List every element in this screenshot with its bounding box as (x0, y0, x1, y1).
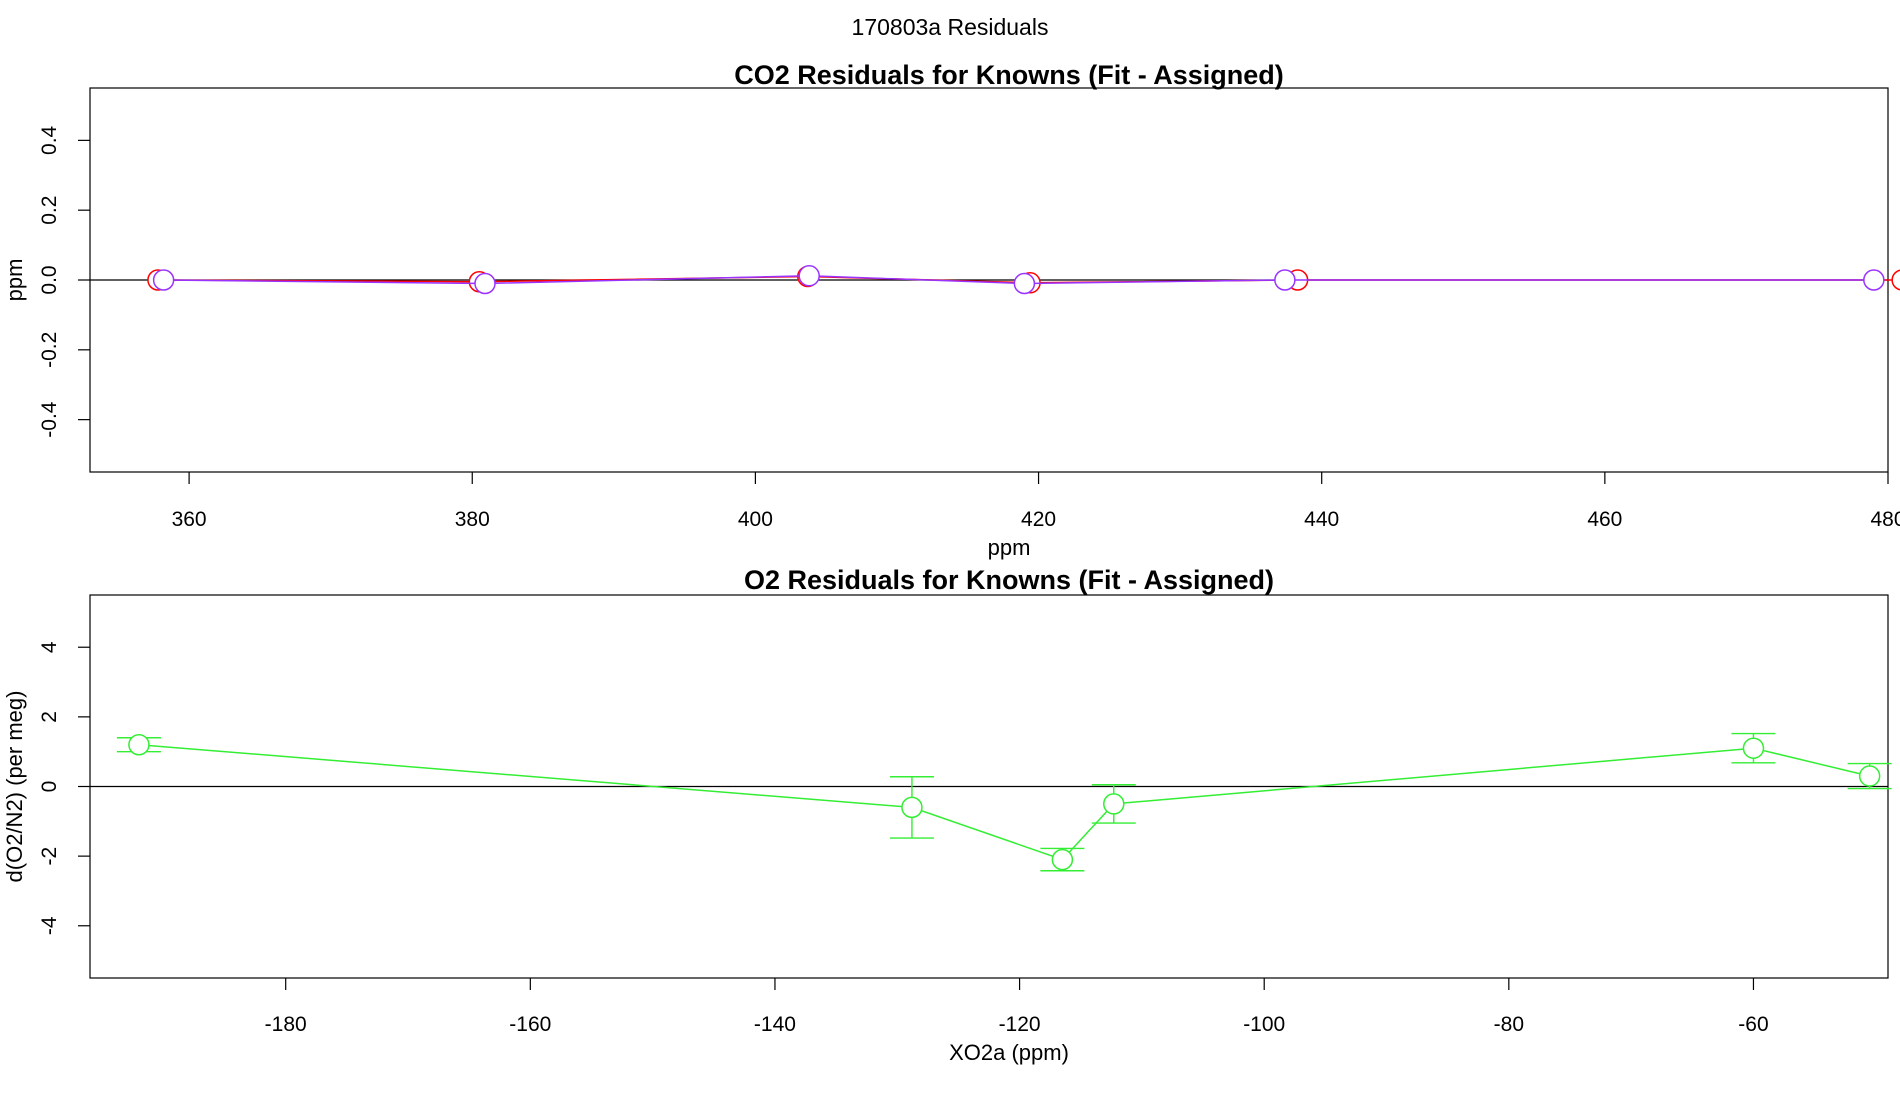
plot1-series-purple-point (152, 269, 175, 291)
plot1-x-tick-label: 440 (1304, 508, 1339, 531)
plot1-y-tick-label: 0.2 (38, 196, 61, 225)
plot1-title: CO2 Residuals for Knowns (Fit - Assigned… (734, 60, 1284, 90)
plot2-series-green-point (1103, 793, 1125, 815)
plot2-y-tick-label: 4 (38, 641, 61, 653)
plot2-y-tick-label: 0 (38, 781, 61, 793)
plot2-x-tick-label: -80 (1494, 1013, 1524, 1036)
plot2-x-tick-label: -120 (999, 1013, 1041, 1036)
plot2-series-green-point (1742, 737, 1765, 759)
plot2-title: O2 Residuals for Knowns (Fit - Assigned) (744, 565, 1274, 595)
plot1-x-tick-label: 460 (1587, 508, 1622, 531)
plot1-series-purple-point (798, 265, 820, 287)
plot2-x-tick-label: -100 (1243, 1013, 1285, 1036)
plot2-x-axis-label: XO2a (ppm) (949, 1040, 1069, 1065)
plot1-y-tick-label: -0.2 (38, 332, 61, 368)
plot1-series-purple-line (163, 275, 1874, 285)
plot2-x-tick-label: -60 (1738, 1013, 1768, 1036)
plot1-y-tick-label: 0.4 (38, 125, 61, 155)
plot1-x-axis-label: ppm (988, 535, 1031, 560)
plot1-y-tick-label: 0.0 (38, 265, 61, 294)
plot1-x-tick-label: 380 (455, 508, 490, 531)
plot1-x-tick-label: 480 (1870, 508, 1900, 531)
figure-suptitle: 170803a Residuals (851, 14, 1049, 40)
plot1-y-axis-label: ppm (2, 259, 27, 302)
plot2-series-green-point (901, 796, 923, 819)
plot1-x-tick-label: 420 (1021, 508, 1056, 531)
plot1-y-tick-label: -0.4 (38, 401, 61, 438)
plot2-series-green-line (138, 743, 1870, 861)
plot1-series-purple-point (1863, 269, 1885, 291)
plot2-y-tick-label: -2 (38, 847, 61, 866)
plot1-series-red-point (1891, 269, 1900, 291)
plot2-series-green-point (1051, 848, 1074, 871)
plot2-series-green-point (128, 733, 150, 756)
plot1-series-purple-point (1274, 269, 1296, 291)
plot1-series-purple-point (474, 272, 496, 295)
plot1-x-tick-label: 400 (738, 508, 773, 531)
plot2-x-tick-label: -140 (754, 1013, 796, 1036)
plot2-x-tick-label: -180 (265, 1013, 307, 1036)
plot2-y-axis-label: d(O2/N2) (per meg) (2, 691, 27, 883)
plot2-y-tick-label: 2 (38, 711, 61, 723)
plot2-series-green-point (1858, 765, 1881, 787)
plot2-x-tick-label: -160 (509, 1013, 551, 1036)
plot2-y-tick-label: -4 (38, 916, 61, 935)
plot1-x-tick-label: 360 (172, 508, 207, 531)
plot1-series-purple-point (1013, 272, 1036, 295)
